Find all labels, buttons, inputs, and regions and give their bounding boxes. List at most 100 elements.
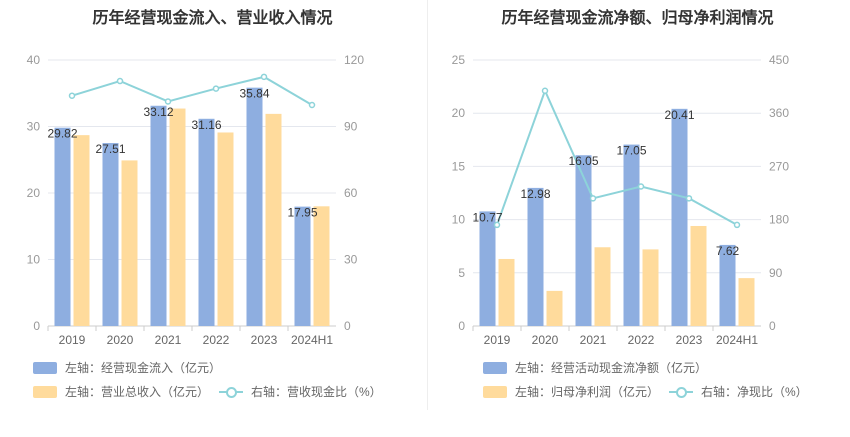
line-point [541, 87, 549, 94]
legend-item-ratio[interactable]: 右轴：营收现金比（%） [219, 383, 382, 400]
legend-item-cash-ratio[interactable]: 右轴：净现比（%） [669, 383, 808, 400]
data-label: 17.05 [616, 144, 646, 158]
x-axis-tick: 2020 [107, 333, 134, 347]
data-label: 27.51 [95, 142, 125, 156]
bar-series-2 [546, 290, 563, 326]
bar-series-1 [479, 211, 496, 326]
bar-series-2 [265, 113, 282, 327]
line-point [685, 195, 693, 202]
legend-swatch-bar [483, 361, 507, 374]
bar-series-1 [294, 206, 311, 326]
left-axis-tick: 0 [33, 319, 40, 333]
legend-item-cash-inflow[interactable]: 左轴：经营现金流入（亿元） [33, 359, 221, 376]
x-axis-tick: 2024H1 [716, 333, 758, 347]
left-axis-tick: 30 [27, 120, 41, 134]
line-point [68, 92, 76, 99]
left-axis-tick: 25 [452, 53, 466, 67]
chart-panel-left: 历年经营现金流入、营业收入情况 0 0 10 30 20 60 30 90 40 120 2019 2… [27, 10, 382, 400]
legend-label: 左轴：归母净利润（亿元） [515, 385, 660, 399]
bar-series-2 [313, 206, 330, 326]
right-axis-tick: 0 [344, 319, 351, 333]
bar-series-1 [527, 187, 544, 326]
line-point [493, 221, 501, 229]
legend-item-net-profit[interactable]: 左轴：归母净利润（亿元） [483, 383, 659, 400]
bar-series-2 [594, 247, 611, 326]
line-point [637, 183, 645, 190]
x-axis-tick: 2019 [484, 333, 511, 347]
bar-series-1 [623, 144, 640, 326]
bar-series-2 [642, 249, 659, 326]
bar-series-1 [671, 108, 688, 326]
x-axis-tick: 2022 [628, 333, 655, 347]
line-series [496, 88, 738, 226]
legend-label: 左轴：经营活动现金流净额（亿元） [515, 361, 708, 375]
line-point [164, 98, 172, 105]
data-label: 29.82 [47, 127, 77, 141]
chart-title: 历年经营现金流入、营业收入情况 [92, 10, 333, 27]
x-axis-tick: 2023 [676, 333, 703, 347]
legend-label: 左轴：经营现金流入（亿元） [65, 361, 222, 375]
line-point [260, 73, 268, 81]
bar-series-1 [150, 105, 167, 326]
bar-series-2 [217, 132, 234, 326]
right-axis-tick: 0 [769, 319, 776, 333]
bar-series-2 [121, 160, 138, 326]
right-axis-tick: 90 [344, 120, 358, 134]
bar-series-2 [690, 225, 707, 326]
legend-label: 右轴：营收现金比（%） [251, 385, 382, 399]
bar-series-1 [719, 244, 736, 326]
bar-series-1 [575, 155, 592, 326]
line-point [589, 195, 597, 202]
left-axis-tick: 10 [27, 253, 41, 267]
data-label: 17.95 [287, 206, 317, 220]
legend-swatch-bar [483, 385, 507, 398]
bar-series-1 [102, 143, 119, 326]
x-axis-tick: 2020 [532, 333, 559, 347]
right-axis-tick: 450 [769, 53, 789, 67]
legend-item-net-cash-flow[interactable]: 左轴：经营活动现金流净额（亿元） [483, 359, 707, 376]
chart-left-svg: 0 0 10 30 20 60 30 90 40 120 2019 2020 2021 2022 2023 2… [27, 53, 365, 347]
legend-item-revenue[interactable]: 左轴：营业总收入（亿元） [33, 383, 209, 400]
bar-series-2 [169, 108, 186, 326]
x-axis-tick: 2021 [155, 333, 182, 347]
panel-divider [427, 0, 428, 410]
data-label: 12.98 [520, 187, 550, 201]
data-label: 7.62 [716, 244, 740, 258]
legend-label: 左轴：营业总收入（亿元） [65, 385, 210, 399]
legend-label: 右轴：净现比（%） [701, 385, 808, 399]
line-point [212, 85, 220, 92]
left-axis-tick: 15 [452, 159, 466, 173]
line-point [116, 77, 124, 85]
left-axis-tick: 20 [452, 106, 466, 120]
data-label: 10.77 [472, 210, 502, 224]
left-axis-tick: 20 [27, 186, 41, 200]
right-axis-tick: 90 [769, 266, 783, 280]
legend-swatch-line [219, 386, 243, 398]
right-axis-tick: 30 [344, 253, 358, 267]
right-axis-tick: 270 [769, 159, 789, 173]
bar-series-2 [73, 135, 90, 326]
x-axis-tick: 2022 [203, 333, 230, 347]
line-series [71, 75, 313, 106]
left-axis-tick: 10 [452, 213, 466, 227]
x-axis-tick: 2024H1 [291, 333, 333, 347]
left-axis-tick: 5 [458, 266, 465, 280]
data-label: 33.12 [143, 105, 173, 119]
bar-series-1 [246, 87, 263, 326]
data-label: 20.41 [664, 108, 694, 122]
chart-panel-right: 历年经营现金流净额、归母净利润情况 0 0 5 90 10 180 15 270 20 360 25… [425, 0, 850, 437]
bar-series-1 [54, 127, 71, 327]
bar-series-2 [738, 278, 755, 326]
data-label: 16.05 [568, 154, 598, 168]
x-axis-tick: 2021 [580, 333, 607, 347]
left-axis-tick: 0 [458, 319, 465, 333]
left-axis-tick: 40 [27, 53, 41, 67]
bar-series-2 [498, 258, 515, 326]
right-axis-tick: 180 [769, 213, 789, 227]
chart-title: 历年经营现金流净额、归母净利润情况 [501, 10, 774, 27]
right-axis-tick: 120 [344, 53, 364, 67]
legend-swatch-bar [33, 361, 57, 374]
bar-series-1 [198, 118, 215, 326]
right-axis-tick: 60 [344, 186, 358, 200]
data-label: 35.84 [239, 87, 269, 101]
